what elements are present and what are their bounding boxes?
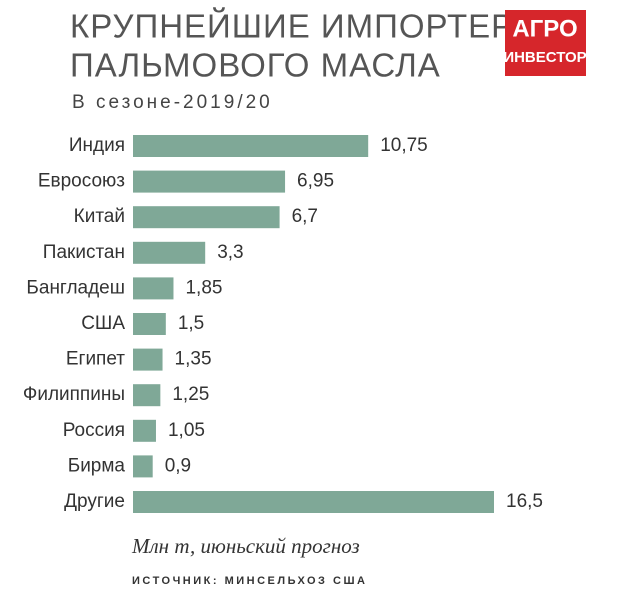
subtitle: В сезоне-2019/20 — [72, 92, 273, 113]
logo-text: ИНВЕСТОР — [503, 49, 586, 66]
value-label: 10,75 — [380, 135, 428, 156]
value-label: 3,3 — [217, 242, 243, 263]
category-label: Китай — [74, 206, 125, 227]
bar — [133, 135, 369, 157]
bar — [133, 313, 166, 335]
note: Млн т, июньский прогноз — [131, 534, 360, 558]
category-label: Индия — [69, 135, 125, 156]
value-label: 6,7 — [292, 206, 318, 227]
bar — [133, 455, 153, 478]
chart-title: КРУПНЕЙШИЕ ИМПОРТЕРЫ — [70, 8, 544, 45]
category-label: США — [81, 313, 125, 334]
value-label: 1,5 — [178, 313, 204, 334]
value-label: 0,9 — [165, 455, 191, 476]
value-label: 16,5 — [506, 491, 543, 512]
bar — [133, 206, 280, 229]
category-label: Пакистан — [43, 242, 125, 263]
bar — [133, 419, 156, 442]
category-label: Другие — [64, 491, 125, 512]
category-label: Бирма — [68, 455, 126, 476]
value-label: 1,85 — [185, 277, 222, 298]
category-label: Филиппины — [23, 384, 125, 405]
bar — [133, 170, 286, 193]
chart-title: ПАЛЬМОВОГО МАСЛА — [70, 47, 441, 84]
bar — [133, 384, 161, 407]
value-label: 1,05 — [168, 420, 205, 441]
category-label: Бангладеш — [26, 277, 125, 298]
category-label: Евросоюз — [38, 171, 125, 192]
bar — [133, 348, 163, 371]
bar — [133, 277, 174, 300]
category-label: Египет — [66, 349, 125, 370]
value-label: 1,25 — [172, 384, 209, 405]
category-label: Россия — [63, 420, 125, 441]
bar — [133, 491, 494, 513]
bar — [133, 241, 206, 264]
value-label: 1,35 — [175, 349, 212, 370]
logo-box — [505, 10, 586, 76]
value-label: 6,95 — [297, 171, 334, 192]
source: ИСТОЧНИК: МИНСЕЛЬХОЗ США — [132, 575, 367, 587]
logo-text: АГРО — [512, 15, 577, 42]
